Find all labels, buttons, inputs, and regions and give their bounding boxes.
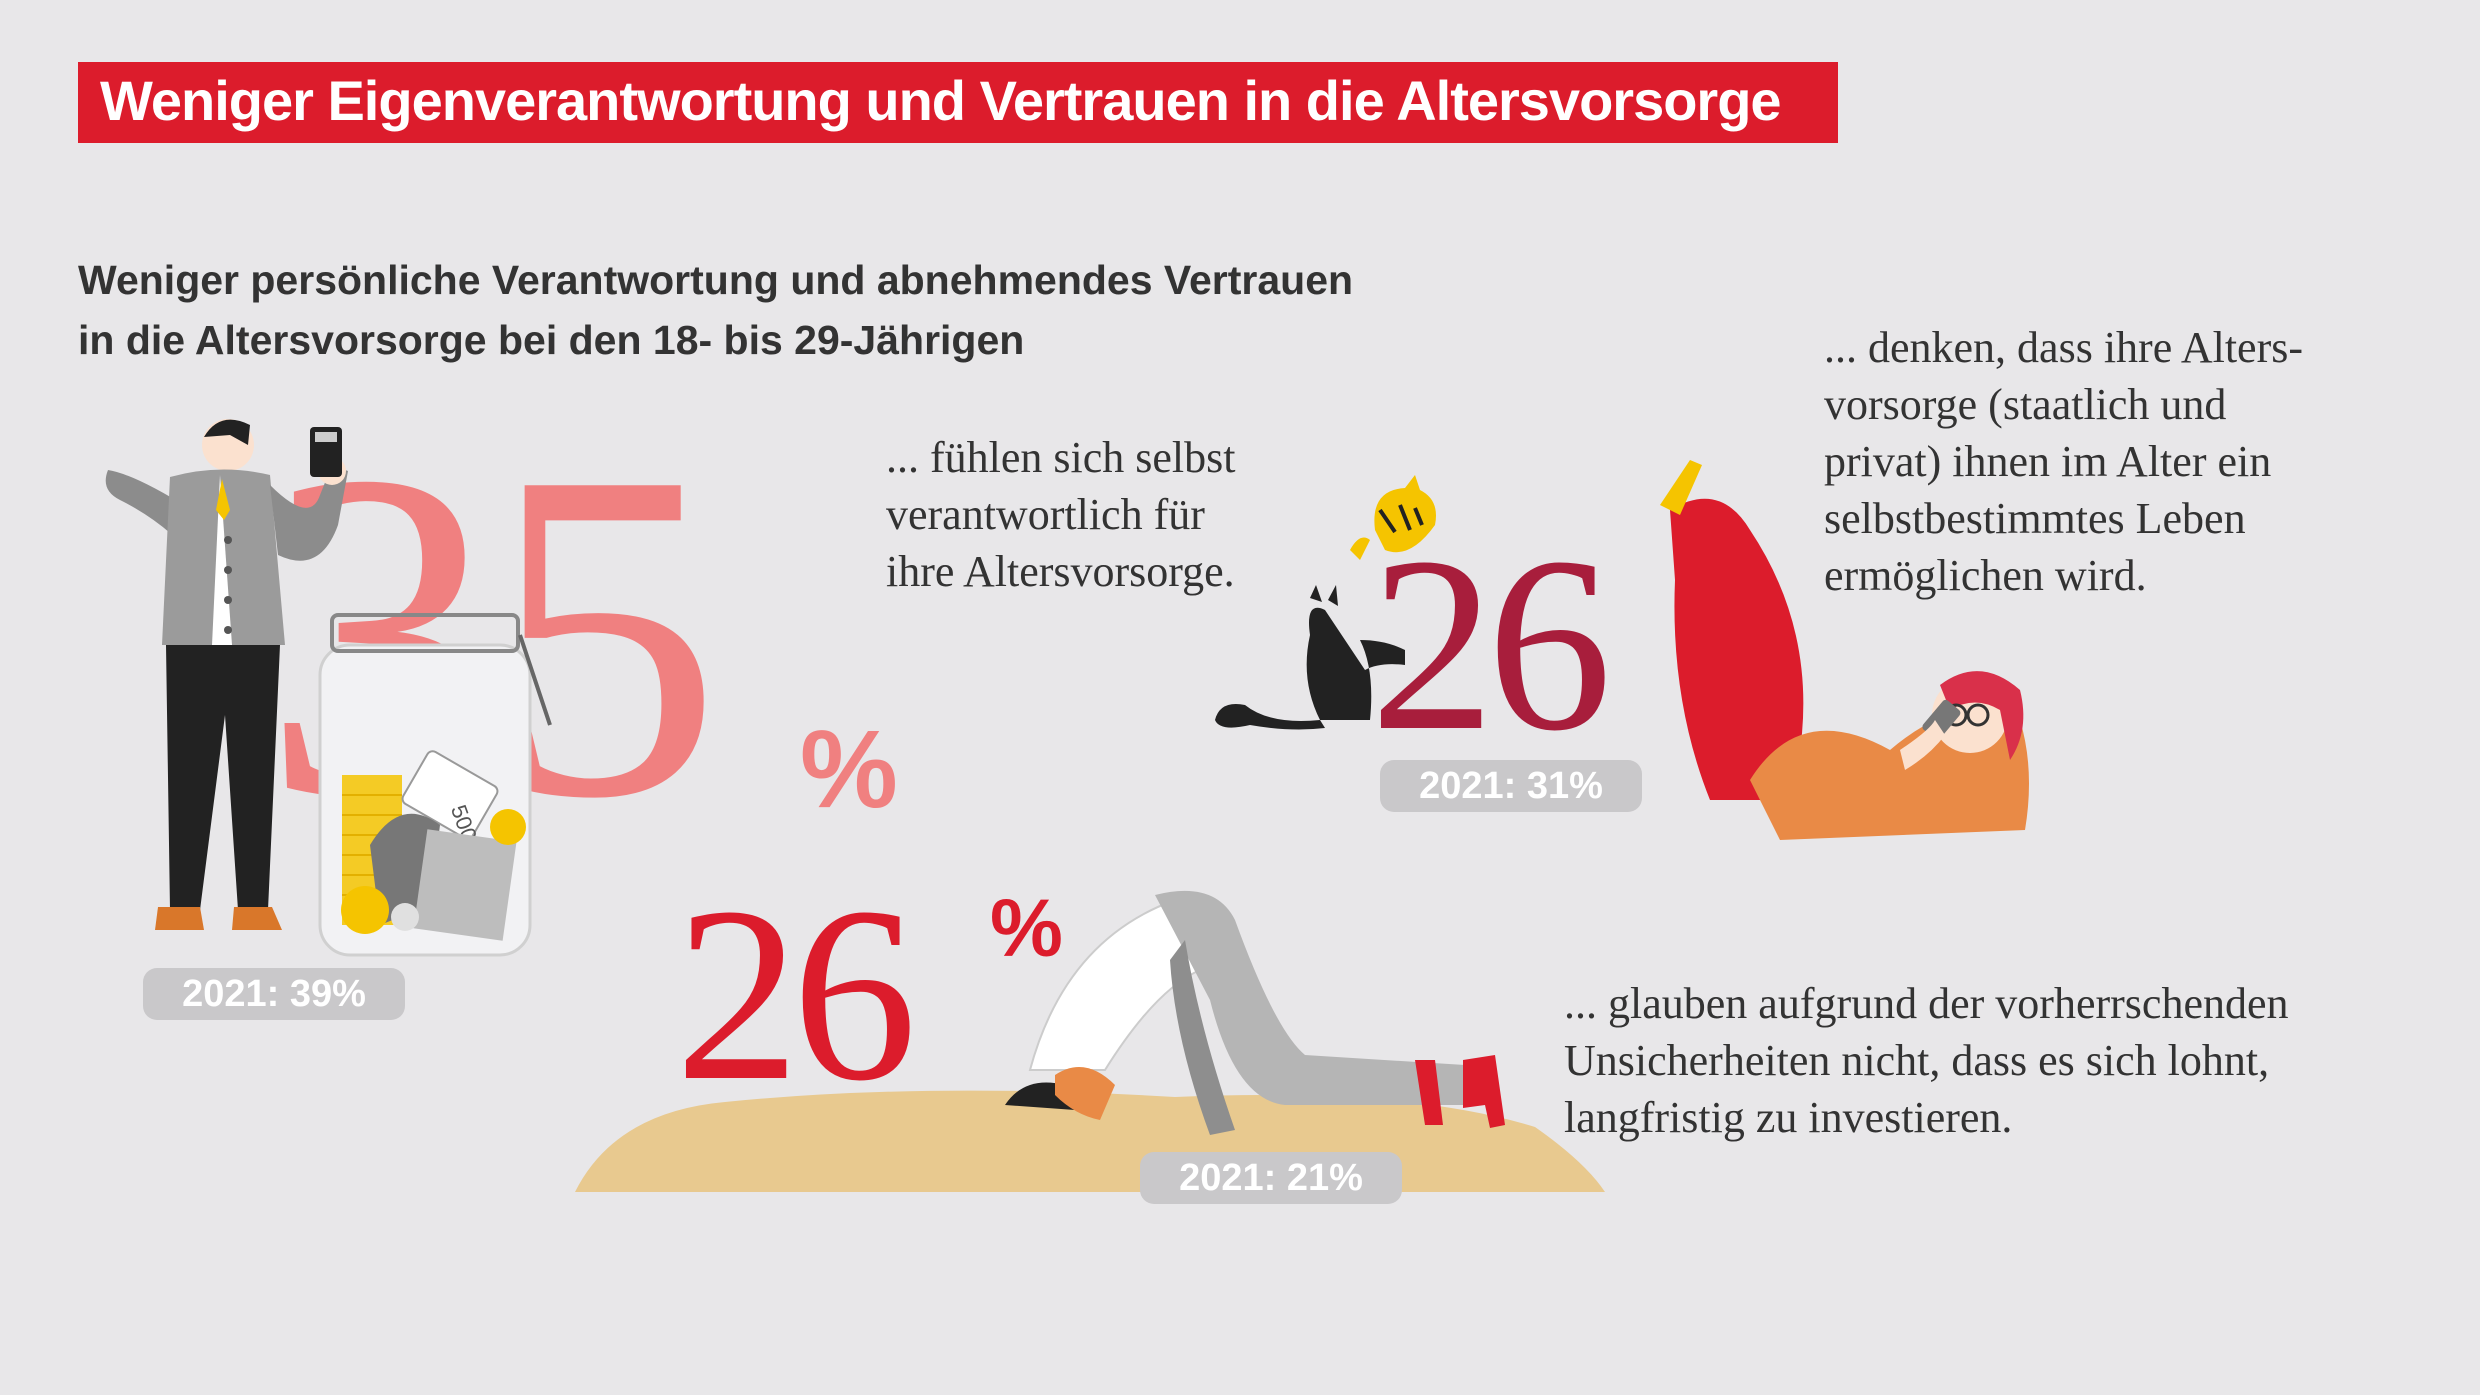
stat-3-description: ... glauben aufgrund der vorherrschenden… xyxy=(1564,975,2289,1146)
stat-1-description: ... fühlen sich selbst verantwortlich fü… xyxy=(886,429,1236,600)
woman-reading-phone-icon xyxy=(1660,460,2029,840)
stat-2-value: 26 xyxy=(1370,506,1612,783)
stat-3-text-line-3: langfristig zu investieren. xyxy=(1564,1093,2013,1142)
stat-2-text-line-5: ermöglichen wird. xyxy=(1824,551,2147,600)
subtitle-line-2: in die Altersvorsorge bei den 18- bis 29… xyxy=(78,317,1025,363)
cat-icon xyxy=(1215,475,1436,730)
stat-1-text-line-2: verantwortlich für xyxy=(886,490,1205,539)
head-in-sand-icon xyxy=(1005,890,1505,1135)
page-title: Weniger Eigenverantwortung und Vertrauen… xyxy=(100,69,1782,132)
stat-2-text-line-2: vorsorge (staatlich und xyxy=(1824,380,2227,429)
stat-2-text-line-3: privat) ihnen im Alter ein xyxy=(1824,437,2272,486)
stat-1-previous-year-badge: 2021: 39% xyxy=(143,968,405,1020)
stat-3-value: 26 xyxy=(675,856,917,1133)
stat-1-unit: % xyxy=(800,708,898,831)
subtitle: Weniger persönliche Verantwortung und ab… xyxy=(78,250,1353,370)
title-banner: Weniger Eigenverantwortung und Vertrauen… xyxy=(78,62,1838,143)
stat-1-text-line-3: ihre Altersvorsorge. xyxy=(886,547,1235,596)
coin-jar-icon: 500 xyxy=(318,613,552,957)
stat-3-unit: % xyxy=(990,883,1063,974)
stat-2-description: ... denken, dass ihre Alters- vorsorge (… xyxy=(1824,319,2303,604)
stat-2-text-line-1: ... denken, dass ihre Alters- xyxy=(1824,323,2303,372)
stat-3-text-line-1: ... glauben aufgrund der vorherrschenden xyxy=(1564,979,2289,1028)
stat-2-text-line-4: selbstbestimmtes Leben xyxy=(1824,494,2246,543)
man-calculator-icon xyxy=(105,419,348,930)
stat-2-previous-year-badge: 2021: 31% xyxy=(1380,760,1642,812)
stat-1-text-line-1: ... fühlen sich selbst xyxy=(886,433,1236,482)
stat-3-previous-year-badge: 2021: 21% xyxy=(1140,1152,1402,1204)
subtitle-line-1: Weniger persönliche Verantwortung und ab… xyxy=(78,257,1354,303)
stat-3-text-line-2: Unsicherheiten nicht, dass es sich lohnt… xyxy=(1564,1036,2270,1085)
